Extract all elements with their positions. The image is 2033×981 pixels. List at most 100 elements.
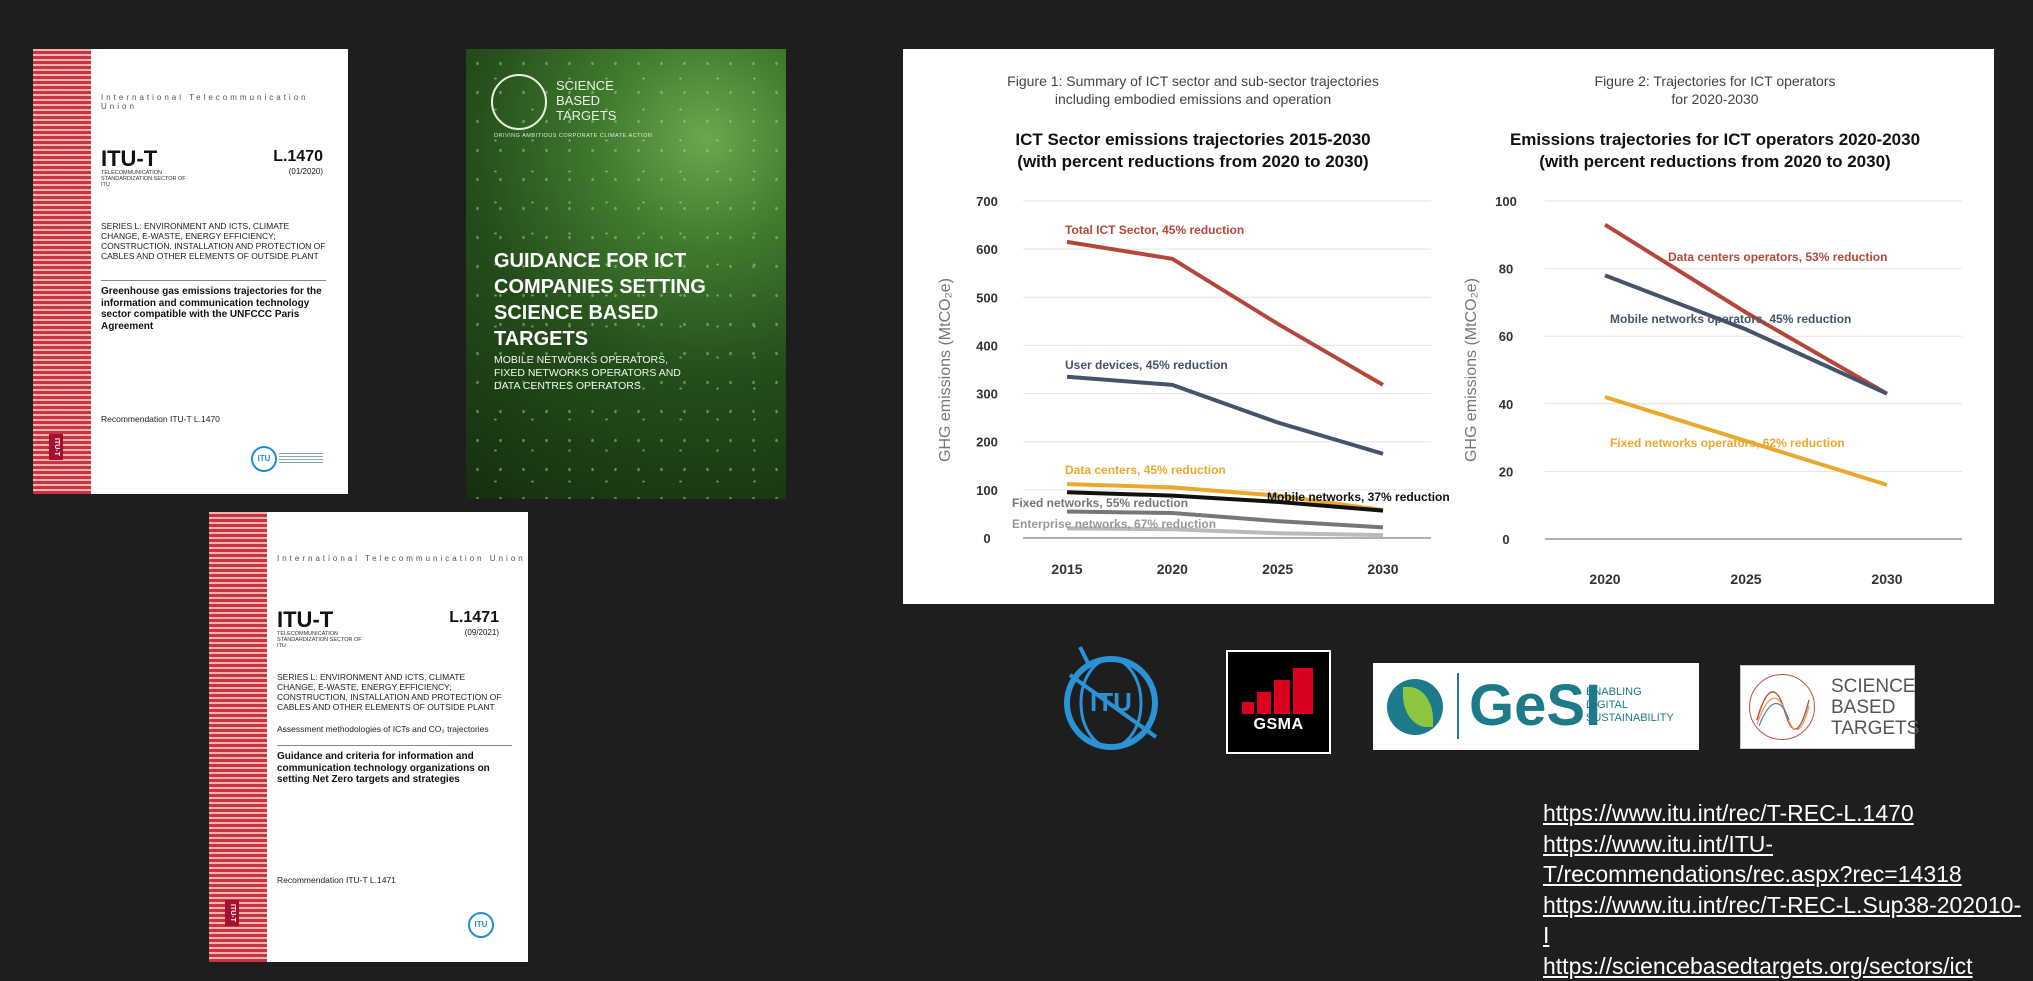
y-axis-label: GHG emissions (MtCO₂e) bbox=[1463, 278, 1480, 462]
cover-sector: TELECOMMUNICATION STANDARDIZATION SECTOR… bbox=[101, 170, 191, 188]
y-tick-label: 700 bbox=[976, 194, 998, 209]
guidance-title-line-4: TARGETS bbox=[494, 326, 588, 352]
gesi-slogan: ENABLING DIGITAL SUSTAINABILITY bbox=[1586, 686, 1674, 725]
gsma-bar bbox=[1293, 668, 1313, 714]
tagline: DRIVING AMBITIOUS CORPORATE CLIMATE ACTI… bbox=[494, 133, 652, 139]
gsma-bar bbox=[1242, 702, 1254, 714]
cover-recommendation: Recommendation ITU-T L.1470 bbox=[101, 414, 220, 424]
gesi-divider bbox=[1457, 673, 1459, 739]
side-tag: ITU-T bbox=[49, 434, 63, 460]
cover-series: SERIES L: ENVIRONMENT AND ICTS, CLIMATE … bbox=[277, 672, 502, 712]
figure-caption: Figure 1: Summary of ICT sector and sub-… bbox=[1007, 73, 1379, 89]
gsma-bar bbox=[1274, 680, 1290, 714]
series-label: Data centers operators, 53% reduction bbox=[1668, 250, 1887, 264]
itu-l1471-cover[interactable]: ITU-T International Telecommunication Un… bbox=[209, 512, 528, 962]
x-tick-label: 2030 bbox=[1367, 561, 1398, 577]
cover-series: SERIES L: ENVIRONMENT AND ICTS, CLIMATE … bbox=[101, 221, 326, 261]
x-tick-label: 2030 bbox=[1871, 571, 1902, 587]
chart-title: (with percent reductions from 2020 to 20… bbox=[1017, 152, 1368, 171]
figure-caption: Figure 2: Trajectories for ICT operators bbox=[1595, 73, 1836, 89]
guidance-title-line-3: SCIENCE BASED bbox=[494, 300, 658, 326]
link-l1471[interactable]: https://www.itu.int/ITU- T/recommendatio… bbox=[1543, 829, 2023, 890]
x-tick-label: 2025 bbox=[1262, 561, 1293, 577]
y-axis-label: GHG emissions (MtCO₂e) bbox=[937, 278, 954, 462]
cover-stripe: ITU-T bbox=[33, 49, 91, 494]
itu-l1470-cover[interactable]: ITU-T International Telecommunication Un… bbox=[33, 49, 348, 494]
gsma-bar bbox=[1257, 692, 1271, 714]
y-tick-label: 20 bbox=[1499, 464, 1513, 479]
y-tick-label: 100 bbox=[1495, 194, 1517, 209]
logo-line-2: BASED bbox=[556, 94, 600, 108]
cover-sector: TELECOMMUNICATION STANDARDIZATION SECTOR… bbox=[277, 631, 367, 649]
gsma-wordmark: GSMA bbox=[1228, 716, 1329, 734]
rec-number: L.1471 bbox=[409, 609, 499, 627]
link-l1470[interactable]: https://www.itu.int/rec/T-REC-L.1470 bbox=[1543, 798, 2023, 829]
y-tick-label: 100 bbox=[976, 483, 998, 498]
cover-header: International Telecommunication Union bbox=[101, 93, 348, 111]
cover-title: Greenhouse gas emissions trajectories fo… bbox=[101, 286, 326, 332]
sbt-line: SCIENCE bbox=[1831, 676, 1919, 697]
guidance-subtitle-line-2: FIXED NETWORKS OPERATORS AND bbox=[494, 367, 681, 380]
emissions-chart-panel: Figure 1: Summary of ICT sector and sub-… bbox=[903, 49, 1994, 604]
itu-logo-icon: ITU bbox=[251, 446, 277, 472]
rec-date: (01/2020) bbox=[233, 167, 323, 176]
x-tick-label: 2020 bbox=[1157, 561, 1188, 577]
cover-itu-t: ITU-T bbox=[101, 146, 157, 172]
series-label: Enterprise networks, 67% reduction bbox=[1012, 517, 1216, 531]
cover-itu-t: ITU-T bbox=[277, 607, 333, 633]
series-label: Mobile networks, 37% reduction bbox=[1267, 490, 1450, 504]
sbt-logo: SCIENCE BASED TARGETS bbox=[1740, 665, 1915, 749]
rec-number: L.1470 bbox=[233, 148, 323, 166]
wave-icon bbox=[1755, 690, 1811, 730]
series-line bbox=[1605, 275, 1887, 393]
cover-subtitle: Assessment methodologies of ICTs and CO₂… bbox=[277, 724, 512, 734]
y-tick-label: 80 bbox=[1499, 262, 1513, 277]
chart-title: (with percent reductions from 2020 to 20… bbox=[1539, 152, 1890, 171]
y-tick-label: 60 bbox=[1499, 329, 1513, 344]
chart-title: Emissions trajectories for ICT operators… bbox=[1510, 130, 1920, 149]
cover-recommendation: Recommendation ITU-T L.1471 bbox=[277, 875, 396, 885]
series-line bbox=[1067, 377, 1383, 454]
sbt-line: BASED bbox=[1831, 697, 1919, 718]
gsma-logo: GSMA bbox=[1226, 650, 1331, 754]
link-l-sup38[interactable]: https://www.itu.int/rec/T-REC-L.Sup38-20… bbox=[1543, 890, 2023, 951]
cover-title: Guidance and criteria for information an… bbox=[277, 751, 502, 786]
guidance-title-line-1: GUIDANCE FOR ICT bbox=[494, 248, 686, 274]
y-tick-label: 600 bbox=[976, 242, 998, 257]
figure-caption: including embodied emissions and operati… bbox=[1055, 91, 1331, 107]
series-label: Fixed networks, 55% reduction bbox=[1012, 496, 1188, 510]
link-sbti-ict[interactable]: https://sciencebasedtargets.org/sectors/… bbox=[1543, 951, 2023, 981]
series-label: Data centers, 45% reduction bbox=[1065, 463, 1226, 477]
gesi-slogan-line: DIGITAL bbox=[1586, 699, 1674, 712]
y-tick-label: 500 bbox=[976, 290, 998, 305]
gesi-slogan-line: ENABLING bbox=[1586, 686, 1674, 699]
y-tick-label: 40 bbox=[1499, 397, 1513, 412]
chart-title: ICT Sector emissions trajectories 2015-2… bbox=[1015, 130, 1370, 149]
logo-line-3: TARGETS bbox=[556, 109, 616, 123]
gesi-logo: GeSI ENABLING DIGITAL SUSTAINABILITY bbox=[1373, 663, 1699, 750]
guidance-subtitle-line-3: DATA CENTRES OPERATORS bbox=[494, 380, 641, 393]
logo-line-1: SCIENCE bbox=[556, 79, 614, 93]
y-tick-label: 0 bbox=[983, 531, 990, 546]
series-label: User devices, 45% reduction bbox=[1065, 358, 1228, 372]
side-tag: ITU-T bbox=[225, 900, 239, 926]
divider bbox=[277, 745, 512, 746]
gesi-wordmark: GeSI bbox=[1469, 671, 1601, 741]
series-label: Total ICT Sector, 45% reduction bbox=[1065, 223, 1244, 237]
divider bbox=[101, 280, 326, 281]
series-label: Fixed networks operators, 62% reduction bbox=[1610, 436, 1845, 450]
x-tick-label: 2020 bbox=[1589, 571, 1620, 587]
logo-caption bbox=[279, 453, 323, 463]
x-tick-label: 2015 bbox=[1051, 561, 1082, 577]
y-tick-label: 300 bbox=[976, 387, 998, 402]
series-label: Mobile networks operators, 45% reduction bbox=[1610, 312, 1851, 326]
reference-links: https://www.itu.int/rec/T-REC-L.1470 htt… bbox=[1543, 798, 2023, 981]
cover-stripe: ITU-T bbox=[209, 512, 267, 962]
y-tick-label: 0 bbox=[1502, 532, 1509, 547]
y-tick-label: 400 bbox=[976, 338, 998, 353]
x-tick-label: 2025 bbox=[1730, 571, 1761, 587]
emissions-charts: Figure 1: Summary of ICT sector and sub-… bbox=[903, 49, 1994, 604]
sbt-logo-icon bbox=[491, 74, 547, 130]
sbti-guidance-cover[interactable]: SCIENCE BASED TARGETS DRIVING AMBITIOUS … bbox=[466, 49, 786, 499]
itu-logo-icon: ITU bbox=[468, 912, 494, 938]
